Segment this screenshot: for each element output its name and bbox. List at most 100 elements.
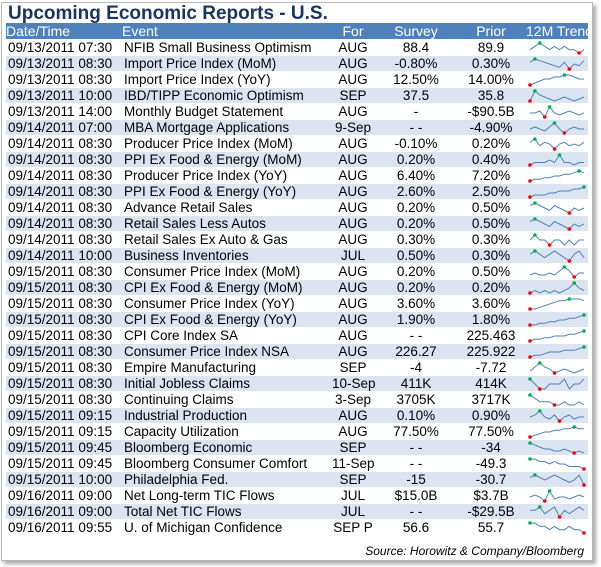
prior-cell: 225.922 (456, 343, 526, 360)
sparkline-chart (528, 392, 585, 407)
datetime-cell: 09/14/2011 08:30 (6, 135, 122, 152)
prior-cell: 0.30% (456, 247, 526, 264)
for-cell: JUL (330, 487, 376, 504)
prior-cell: 2.50% (456, 183, 526, 200)
sparkline-low-marker (528, 354, 532, 359)
table-row: 09/15/2011 09:45 Bloomberg Consumer Comfo… (6, 455, 588, 472)
sparkline-chart (529, 360, 585, 375)
table-row: 09/13/2011 08:30 Import Price Index (MoM)… (6, 55, 588, 72)
for-cell: AUG (330, 295, 376, 312)
datetime-cell: 09/14/2011 08:30 (6, 183, 122, 200)
trend-cell (526, 119, 588, 136)
for-cell: 10-Sep (330, 375, 376, 392)
for-cell: AUG (330, 263, 376, 280)
for-cell: AUG (330, 183, 376, 200)
trend-cell (526, 439, 588, 456)
datetime-cell: 09/15/2011 09:45 (6, 439, 122, 456)
survey-cell: -0.10% (376, 135, 456, 152)
survey-cell: - - (376, 503, 456, 520)
sparkline-low-marker (528, 82, 532, 87)
survey-cell: 0.30% (376, 231, 456, 248)
prior-cell: -30.7 (456, 471, 526, 488)
datetime-cell: 09/14/2011 08:30 (6, 199, 122, 216)
prior-cell: 35.8 (456, 87, 526, 104)
sparkline-low-marker (567, 226, 572, 231)
datetime-cell: 09/13/2011 10:00 (6, 87, 122, 104)
survey-cell: 3.60% (376, 295, 456, 312)
event-cell: Empire Manufacturing (122, 359, 330, 376)
prior-cell: 414K (456, 375, 526, 392)
table-body: 09/13/2011 07:30 NFIB Small Business Opti… (6, 39, 588, 536)
survey-cell: 2.60% (376, 183, 456, 200)
event-cell: Net Long-term TIC Flows (122, 487, 330, 504)
datetime-cell: 09/15/2011 08:30 (6, 279, 122, 296)
trend-cell (526, 487, 588, 504)
sparkline-high-marker (538, 408, 542, 413)
for-cell: AUG (330, 279, 376, 296)
table-row: 09/15/2011 08:30 CPI Ex Food & Energy (Mo… (6, 279, 588, 296)
datetime-cell: 09/14/2011 10:00 (6, 247, 122, 264)
trend-cell (526, 295, 588, 312)
event-cell: PPI Ex Food & Energy (YoY) (122, 183, 330, 200)
sparkline-line (530, 105, 585, 118)
sparkline-line (530, 314, 585, 325)
survey-cell: - - (376, 455, 456, 472)
trend-cell (526, 407, 588, 424)
sparkline-line (529, 57, 585, 70)
sparkline-low-marker (562, 130, 567, 135)
trend-cell (526, 167, 588, 184)
sparkline-high-marker (538, 504, 542, 509)
source-note: Source: Horowitz & Company/Bloomberg (365, 544, 584, 558)
table-row: 09/15/2011 08:30 Empire Manufacturing SEP -… (6, 359, 588, 376)
sparkline-high-marker (567, 296, 572, 301)
datetime-cell: 09/14/2011 08:30 (6, 151, 122, 168)
datetime-cell: 09/15/2011 08:30 (6, 263, 122, 280)
datetime-cell: 09/15/2011 08:30 (6, 311, 122, 328)
trend-cell (526, 279, 588, 296)
economic-reports-table: Date/Time Event For Survey Prior 12M Tre… (6, 23, 593, 536)
prior-cell: 225.463 (456, 327, 526, 344)
table-row: 09/15/2011 10:00 Philadelphia Fed. SEP -15-… (6, 471, 588, 488)
for-cell: SEP (330, 471, 376, 488)
for-cell: SEP (330, 87, 376, 104)
sparkline-chart (528, 328, 586, 343)
sparkline-high-marker (572, 424, 576, 429)
sparkline-high-marker (557, 152, 562, 157)
sparkline-low-marker (528, 434, 532, 439)
page-title: Upcoming Economic Reports - U.S. (8, 3, 328, 24)
datetime-cell: 09/15/2011 08:30 (6, 375, 122, 392)
sparkline-high-marker (552, 120, 557, 125)
sparkline-high-marker (538, 360, 542, 365)
sparkline-line (529, 473, 585, 485)
sparkline-line (529, 281, 585, 294)
datetime-cell: 09/16/2011 09:00 (6, 503, 122, 520)
for-cell: AUG (330, 135, 376, 152)
trend-cell (526, 247, 588, 264)
for-cell: AUG (330, 311, 376, 328)
table-row: 09/14/2011 08:30 Retail Sales Ex Auto & G… (6, 231, 588, 248)
survey-cell: 0.20% (376, 279, 456, 296)
trend-cell (526, 519, 588, 536)
sparkline-low-marker (542, 114, 547, 119)
sparkline-chart (529, 40, 585, 55)
sparkline-line (529, 41, 585, 54)
survey-cell: 3705K (376, 391, 456, 408)
column-header-prior: Prior (456, 23, 526, 40)
event-cell: Import Price Index (MoM) (122, 55, 330, 72)
sparkline-low-marker (547, 242, 552, 247)
trend-cell (526, 183, 588, 200)
prior-cell: 0.30% (456, 55, 526, 72)
sparkline-low-marker (528, 162, 532, 167)
for-cell: AUG (330, 103, 376, 120)
sparkline-line (529, 169, 585, 181)
sparkline-low-marker (582, 482, 586, 487)
survey-cell: 77.50% (376, 423, 456, 440)
event-cell: Producer Price Index (MoM) (122, 135, 330, 152)
sparkline-low-marker (567, 66, 572, 71)
sparkline-line (530, 505, 585, 518)
datetime-cell: 09/15/2011 08:30 (6, 343, 122, 360)
sparkline-high-marker (533, 232, 537, 237)
for-cell: SEP (330, 439, 376, 456)
sparkline-line (529, 249, 585, 262)
sparkline-chart (529, 232, 584, 247)
